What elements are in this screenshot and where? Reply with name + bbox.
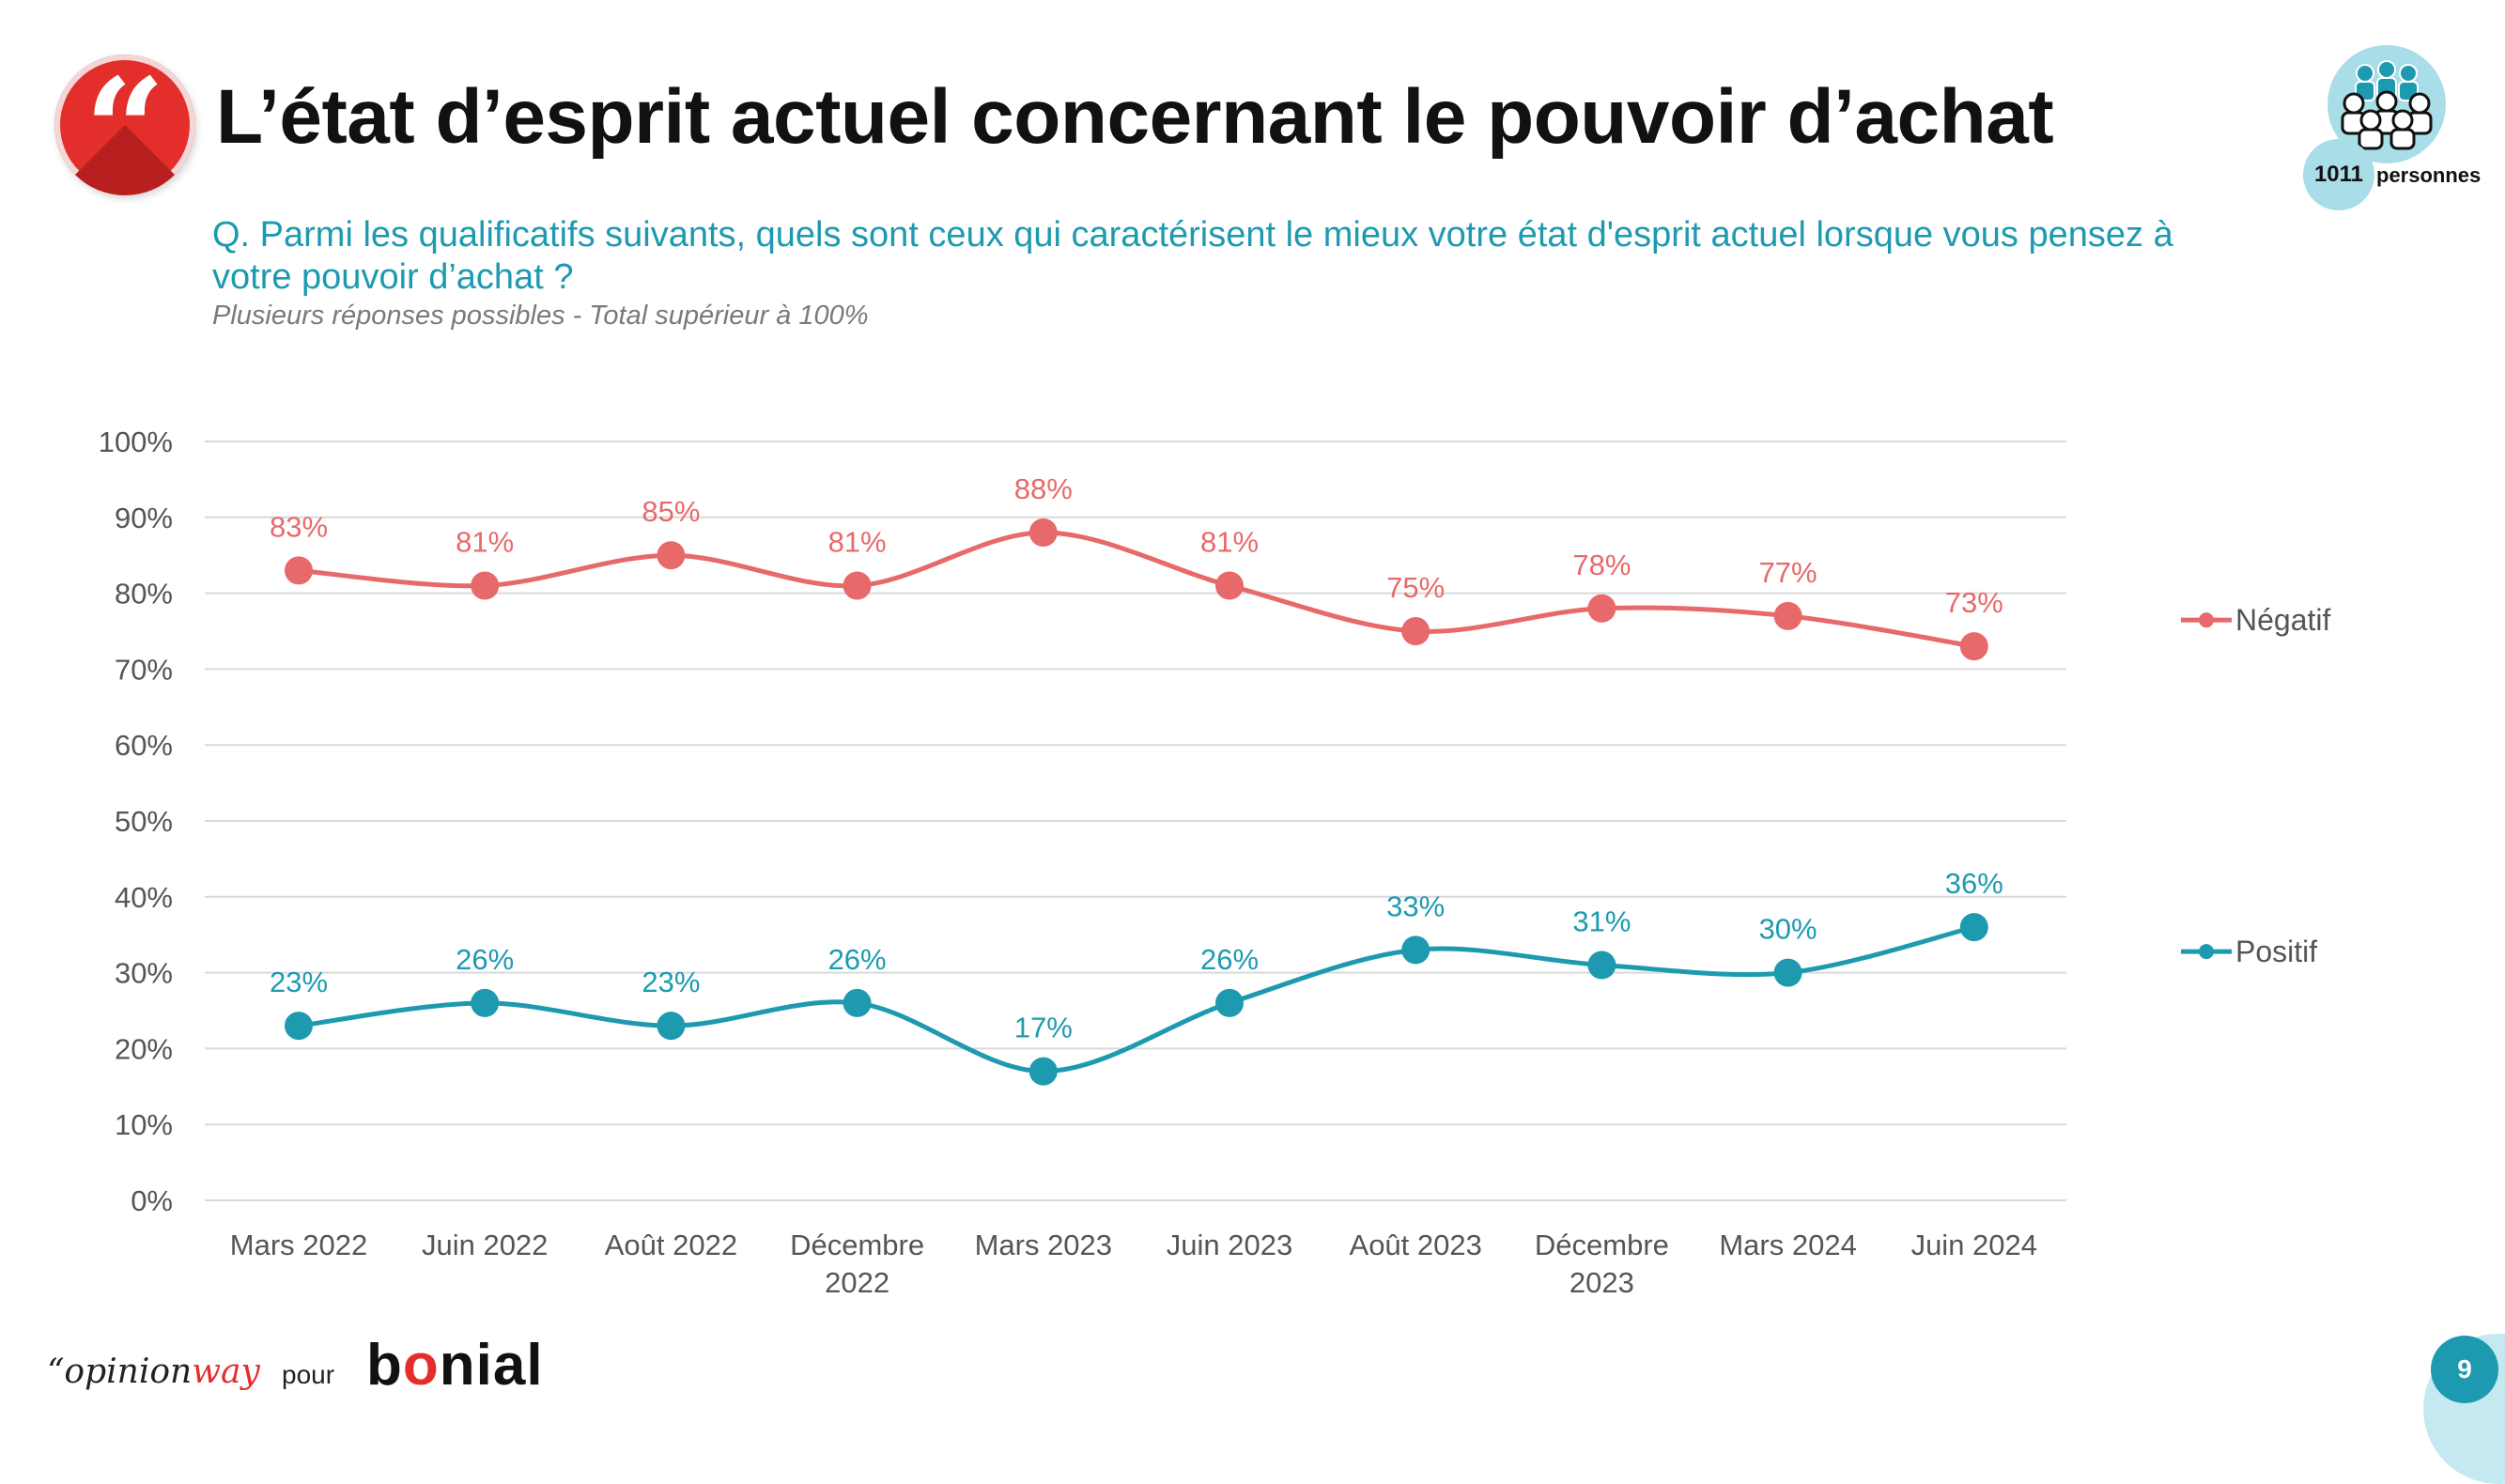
data-label: 26%: [456, 943, 514, 976]
y-tick-label: 80%: [115, 578, 173, 611]
page-title: L’état d’esprit actuel concernant le pou…: [216, 74, 2054, 160]
data-label: 75%: [1386, 571, 1445, 604]
data-point: [1401, 617, 1430, 645]
y-tick-label: 40%: [115, 881, 173, 914]
data-point: [471, 988, 500, 1017]
data-label: 17%: [1014, 1012, 1073, 1044]
data-label: 31%: [1572, 905, 1631, 938]
data-label: 81%: [456, 526, 514, 559]
x-tick-label: Juin 2024: [1911, 1229, 2037, 1261]
data-label: 33%: [1386, 889, 1445, 922]
legend-label: Négatif: [2235, 603, 2331, 637]
y-tick-label: 70%: [115, 653, 173, 686]
y-tick-label: 30%: [115, 957, 173, 990]
legend-marker: [2199, 612, 2214, 628]
data-point: [1401, 935, 1430, 965]
y-tick-label: 90%: [115, 502, 173, 534]
series-line-Positif: [298, 924, 1975, 1074]
x-tick-label: Août 2022: [605, 1229, 737, 1261]
data-point: [843, 988, 872, 1017]
data-label: 36%: [1945, 867, 2003, 900]
x-tick-label: 2023: [1569, 1266, 1634, 1299]
x-tick-label: Mars 2024: [1719, 1229, 1856, 1261]
data-point: [1215, 988, 1244, 1017]
legend-label: Positif: [2235, 935, 2317, 968]
survey-note: Plusieurs réponses possibles - Total sup…: [212, 301, 869, 331]
data-label: 78%: [1572, 549, 1631, 581]
y-tick-label: 20%: [115, 1032, 173, 1065]
data-point: [1587, 594, 1616, 623]
data-point: [1028, 518, 1058, 547]
line-chart: 0% 10% 20% 30% 40% 50% 60% 70% 80% 90% 100% Mars 20…: [99, 425, 2331, 1299]
data-point: [1959, 632, 1988, 661]
x-tick-label: Août 2023: [1350, 1229, 1482, 1261]
data-label: 23%: [642, 966, 700, 998]
survey-question: Q. Parmi les qualificatifs suivants, que…: [212, 215, 2173, 297]
opinionway-logo: “opinionway: [47, 1353, 260, 1391]
page-number: 9: [2431, 1336, 2498, 1403]
data-point: [1773, 601, 1802, 630]
data-label: 88%: [1014, 472, 1073, 505]
y-tick-label: 100%: [99, 425, 173, 458]
y-tick-label: 50%: [115, 805, 173, 838]
y-tick-label: 10%: [115, 1108, 173, 1141]
sample-count: 1011: [2313, 162, 2364, 187]
data-label: 23%: [270, 966, 328, 998]
data-point: [1215, 571, 1244, 600]
quote-icon: “: [54, 54, 195, 195]
sample-label: personnes: [2376, 163, 2482, 187]
x-tick-label: Juin 2022: [422, 1229, 548, 1261]
data-label: 85%: [642, 495, 700, 528]
legend-marker: [2199, 944, 2214, 960]
data-label: 83%: [270, 510, 328, 543]
data-label: 26%: [828, 943, 887, 976]
y-tick-label: 60%: [115, 729, 173, 762]
data-point: [657, 541, 686, 570]
data-point: [285, 1012, 313, 1041]
x-tick-label: Décembre: [1535, 1229, 1669, 1261]
data-point: [657, 1012, 686, 1041]
x-tick-label: 2022: [825, 1266, 889, 1299]
data-point: [285, 556, 313, 585]
data-point: [471, 571, 500, 600]
data-point: [1959, 913, 1988, 942]
data-point: [1028, 1057, 1058, 1086]
data-label: 26%: [1200, 943, 1259, 976]
data-label: 77%: [1759, 556, 1817, 589]
x-tick-label: Décembre: [790, 1229, 924, 1261]
bonial-logo: bonial: [366, 1333, 544, 1398]
series-line-Négatif: [298, 530, 1975, 649]
sample-count-bubble: [2303, 139, 2374, 210]
data-point: [1773, 958, 1802, 987]
y-tick-label: 0%: [131, 1184, 173, 1217]
data-label: 73%: [1945, 586, 2003, 619]
data-point: [1587, 951, 1616, 980]
pour-label: pour: [282, 1360, 335, 1389]
data-label: 81%: [828, 526, 887, 559]
x-tick-label: Juin 2023: [1167, 1229, 1292, 1261]
data-label: 30%: [1759, 913, 1817, 946]
x-tick-label: Mars 2022: [230, 1229, 367, 1261]
data-label: 81%: [1200, 526, 1259, 559]
data-point: [843, 571, 872, 600]
x-tick-label: Mars 2023: [975, 1229, 1112, 1261]
